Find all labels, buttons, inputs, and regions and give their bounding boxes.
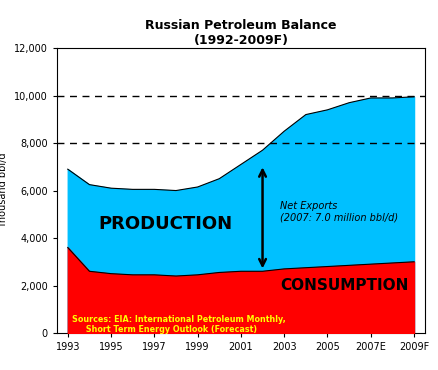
Text: Sources: EIA: International Petroleum Monthly,
     Short Term Energy Outlook (F: Sources: EIA: International Petroleum Mo… — [72, 315, 286, 334]
Title: Russian Petroleum Balance
(1992-2009F): Russian Petroleum Balance (1992-2009F) — [145, 19, 337, 47]
Text: PRODUCTION: PRODUCTION — [98, 215, 232, 233]
Text: CONSUMPTION: CONSUMPTION — [281, 278, 409, 293]
Y-axis label: Thousand bbl/d: Thousand bbl/d — [0, 153, 8, 228]
Text: Net Exports
(2007: 7.0 million bbl/d): Net Exports (2007: 7.0 million bbl/d) — [280, 201, 398, 223]
